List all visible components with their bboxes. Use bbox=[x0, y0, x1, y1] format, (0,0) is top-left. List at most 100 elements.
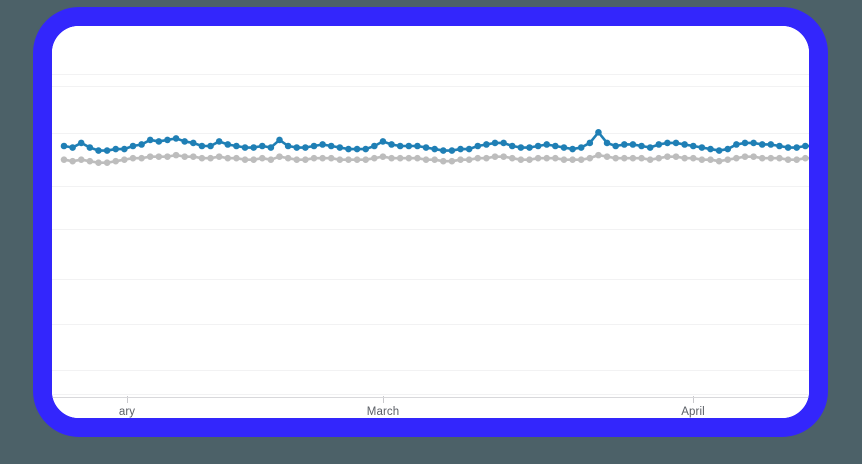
data-point bbox=[284, 142, 292, 150]
chart-plot-area bbox=[52, 26, 818, 398]
data-point bbox=[707, 156, 714, 163]
data-point bbox=[233, 142, 240, 150]
data-point bbox=[241, 156, 249, 163]
data-point bbox=[215, 153, 223, 160]
data-point bbox=[629, 141, 637, 148]
data-point bbox=[267, 156, 275, 163]
gridline bbox=[52, 86, 809, 87]
data-point bbox=[310, 154, 318, 162]
data-point bbox=[362, 156, 370, 163]
x-axis-label: March bbox=[366, 406, 400, 418]
data-point bbox=[207, 142, 214, 150]
data-point bbox=[267, 144, 275, 151]
data-point bbox=[474, 142, 482, 150]
data-point bbox=[198, 142, 206, 150]
data-point bbox=[586, 154, 594, 162]
data-point bbox=[689, 154, 697, 162]
data-point bbox=[448, 147, 456, 154]
data-point bbox=[371, 142, 378, 150]
data-point bbox=[69, 157, 76, 165]
data-point bbox=[181, 138, 188, 145]
data-point bbox=[577, 156, 585, 163]
x-axis-label: ary bbox=[118, 406, 136, 418]
data-point bbox=[60, 156, 68, 163]
data-point bbox=[388, 141, 395, 148]
data-point bbox=[733, 154, 740, 162]
data-point bbox=[146, 136, 154, 144]
data-point bbox=[560, 156, 568, 163]
data-point bbox=[534, 142, 542, 150]
data-point bbox=[603, 139, 611, 147]
gridline bbox=[52, 394, 809, 395]
data-point bbox=[396, 154, 404, 162]
data-point bbox=[155, 153, 163, 160]
data-point bbox=[664, 153, 671, 160]
data-point bbox=[552, 154, 559, 162]
data-point bbox=[612, 142, 619, 150]
data-point bbox=[474, 154, 482, 162]
data-point bbox=[396, 142, 404, 150]
data-point bbox=[802, 154, 809, 162]
data-point bbox=[215, 138, 223, 145]
data-point bbox=[155, 138, 163, 145]
data-point bbox=[698, 156, 706, 163]
chart-series-svg bbox=[60, 129, 818, 167]
data-point bbox=[448, 157, 456, 165]
data-point bbox=[302, 144, 309, 151]
chart-series-series-secondary bbox=[60, 151, 818, 167]
x-axis-tick bbox=[127, 396, 128, 403]
gridline bbox=[52, 133, 809, 134]
data-point bbox=[77, 139, 85, 147]
gridline bbox=[52, 370, 809, 371]
data-point bbox=[595, 129, 602, 136]
data-point bbox=[138, 154, 145, 162]
data-point bbox=[629, 154, 637, 162]
data-point bbox=[172, 151, 180, 159]
data-point bbox=[276, 136, 283, 144]
data-point bbox=[439, 147, 447, 154]
data-point bbox=[646, 156, 654, 163]
data-point bbox=[362, 145, 370, 153]
data-point bbox=[483, 141, 490, 148]
data-point bbox=[241, 144, 249, 151]
data-point bbox=[811, 155, 818, 162]
data-point bbox=[715, 157, 723, 165]
data-point bbox=[811, 143, 818, 150]
chart-x-axis-line bbox=[33, 430, 828, 431]
data-point bbox=[560, 144, 568, 151]
data-point bbox=[95, 147, 102, 154]
data-point bbox=[121, 156, 128, 163]
data-point bbox=[750, 153, 757, 160]
data-point bbox=[707, 145, 714, 153]
data-point bbox=[284, 154, 292, 162]
data-point bbox=[586, 139, 594, 147]
data-point bbox=[224, 154, 232, 162]
data-point bbox=[517, 144, 525, 151]
gridline bbox=[52, 279, 809, 280]
data-point bbox=[526, 144, 533, 151]
data-point bbox=[103, 159, 111, 167]
line-chart[interactable]: ary March April bbox=[33, 26, 828, 431]
data-point bbox=[500, 139, 507, 147]
data-point bbox=[758, 141, 766, 148]
data-point bbox=[414, 154, 421, 162]
data-point bbox=[431, 156, 438, 163]
data-point bbox=[181, 153, 188, 160]
x-axis-label: April bbox=[681, 406, 705, 418]
data-point bbox=[129, 142, 137, 150]
data-point bbox=[302, 156, 309, 163]
data-point bbox=[750, 139, 757, 147]
data-point bbox=[95, 159, 102, 167]
data-point bbox=[465, 156, 473, 163]
data-point bbox=[689, 142, 697, 150]
data-point bbox=[422, 144, 430, 151]
data-point bbox=[784, 156, 792, 163]
data-point bbox=[457, 156, 464, 163]
data-point bbox=[491, 153, 499, 160]
data-point bbox=[664, 139, 671, 147]
chart-series-series-primary bbox=[60, 129, 818, 154]
data-point bbox=[638, 142, 645, 150]
data-point bbox=[138, 141, 145, 148]
gridline bbox=[52, 324, 809, 325]
